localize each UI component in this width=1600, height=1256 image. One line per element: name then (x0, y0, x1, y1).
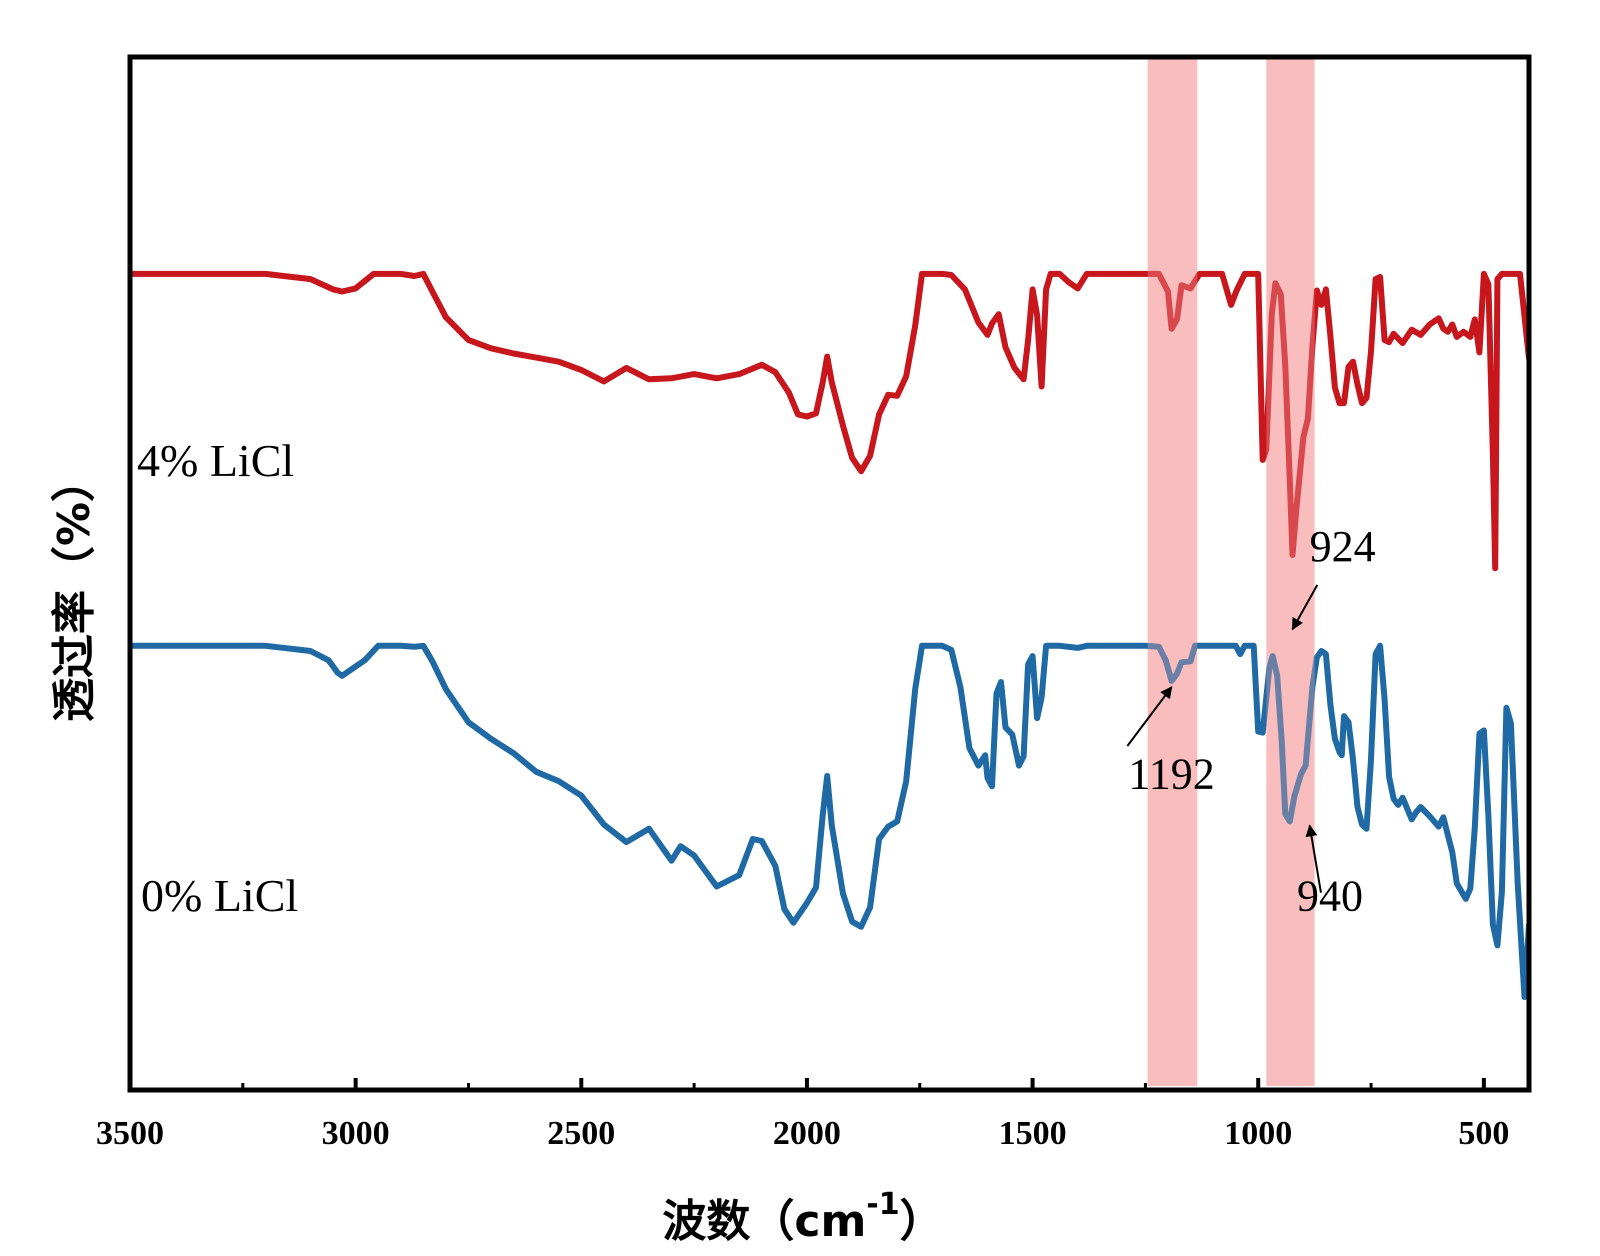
x-axis-title: 波数（cm-1） (662, 1187, 943, 1247)
series-layer (130, 57, 1529, 1086)
x-tick-label: 3000 (322, 1115, 390, 1152)
y-axis-title: 透过率（%） (49, 458, 100, 722)
x-tick-label: 2000 (773, 1115, 841, 1152)
series-line-blue (130, 642, 1529, 1000)
x-tick-label: 2500 (547, 1115, 615, 1152)
band-overlay (1147, 57, 1315, 1086)
plot-frame (127, 54, 1532, 1093)
band-overlay-2 (1266, 57, 1315, 1086)
annotation-arrow (1305, 824, 1322, 893)
series-label-red: 4% LiCl (137, 435, 294, 486)
highlight-bands (1147, 57, 1315, 1086)
x-tick-label: 1000 (1224, 1115, 1292, 1152)
x-tick-label: 500 (1458, 1115, 1509, 1152)
series-line-red (130, 270, 1529, 572)
annotation-label: 940 (1297, 871, 1363, 920)
x-tick-label: 1500 (999, 1115, 1067, 1152)
highlight-band-2 (1266, 57, 1315, 1086)
x-axis-ticks: 3500 3000 2500 2000 1500 1000 500 (96, 1078, 1509, 1152)
series-label-blue: 0% LiCl (141, 870, 298, 921)
x-tick-label: 3500 (96, 1115, 164, 1152)
series-labels: 4% LiCl 0% LiCl (137, 435, 298, 921)
annotation-label: 924 (1310, 522, 1376, 571)
annotation-arrow (1291, 584, 1319, 631)
band-overlay-1 (1147, 57, 1198, 1086)
highlight-band-1 (1147, 57, 1198, 1086)
annotation-arrow (1126, 686, 1173, 747)
annotation-label: 1192 (1128, 749, 1214, 798)
annotations: 1192 924 940 (1126, 522, 1376, 920)
